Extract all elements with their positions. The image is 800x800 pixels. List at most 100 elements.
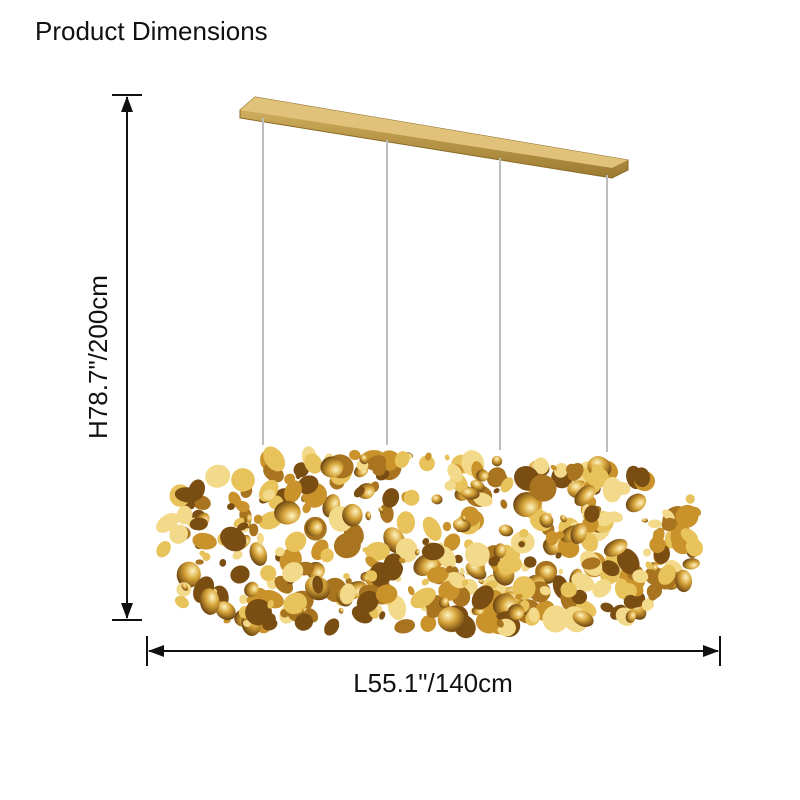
- gold-disc: [375, 584, 398, 604]
- gold-disc: [239, 594, 248, 604]
- gold-disc: [199, 550, 206, 557]
- gold-disc: [220, 526, 247, 552]
- gold-disc: [256, 532, 264, 545]
- gold-disc: [447, 463, 463, 483]
- gold-disc: [156, 540, 171, 558]
- gold-disc: [614, 578, 630, 599]
- gold-disc: [542, 605, 569, 633]
- gold-disc: [682, 558, 700, 570]
- gold-disc: [403, 489, 420, 506]
- gold-disc: [595, 511, 615, 527]
- gold-disc: [581, 557, 601, 570]
- gold-disc: [652, 527, 665, 545]
- gold-disc: [339, 583, 356, 605]
- gold-disc: [658, 564, 676, 585]
- gold-disc: [439, 596, 449, 609]
- gold-disc: [523, 556, 537, 568]
- gold-disc: [493, 488, 500, 494]
- gold-disc: [192, 532, 217, 550]
- gold-disc: [249, 523, 259, 537]
- gold-disc: [519, 528, 529, 538]
- gold-disc: [398, 557, 406, 564]
- gold-disc: [444, 480, 456, 491]
- gold-disc: [312, 575, 324, 594]
- gold-disc: [476, 469, 489, 482]
- gold-disc: [410, 587, 436, 609]
- gold-disc: [365, 541, 390, 561]
- gold-disc: [623, 594, 639, 609]
- gold-disc: [602, 476, 623, 503]
- gold-disc: [419, 455, 435, 472]
- gold-disc: [282, 562, 304, 583]
- gold-disc: [294, 613, 314, 631]
- gold-disc: [420, 615, 437, 632]
- gold-disc: [496, 619, 504, 628]
- gold-disc: [493, 543, 507, 559]
- gold-disc: [565, 463, 578, 476]
- gold-disc: [461, 579, 469, 587]
- gold-disc: [486, 467, 507, 488]
- gold-disc: [513, 492, 539, 518]
- gold-disc: [395, 538, 418, 563]
- gold-disc: [362, 547, 371, 554]
- gold-disc: [176, 505, 193, 525]
- gold-disc: [176, 561, 201, 588]
- gold-disc: [645, 561, 654, 570]
- gold-disc: [320, 548, 334, 563]
- gold-disc: [353, 486, 365, 498]
- gold-disc: [518, 541, 525, 548]
- gold-disc: [242, 620, 251, 628]
- gold-disc: [379, 611, 386, 620]
- gold-disc: [387, 562, 404, 581]
- gold-disc: [617, 548, 640, 575]
- gold-disc: [437, 606, 465, 632]
- gold-disc: [372, 461, 387, 476]
- gold-disc: [465, 542, 490, 567]
- gold-disc: [263, 446, 286, 472]
- gold-disc: [574, 484, 596, 507]
- gold-disc: [675, 504, 699, 528]
- gold-disc: [349, 449, 361, 461]
- gold-disc: [443, 533, 461, 552]
- gold-disc: [460, 487, 480, 500]
- gold-disc: [422, 516, 442, 541]
- gold-disc: [685, 538, 703, 557]
- gold-disc: [304, 453, 323, 474]
- gold-disc: [366, 570, 378, 582]
- gold-disc: [274, 547, 285, 557]
- gold-disc: [601, 560, 620, 577]
- gold-disc: [415, 549, 420, 556]
- gold-disc: [648, 587, 659, 601]
- gold-disc: [245, 514, 252, 525]
- gold-disc: [539, 585, 551, 596]
- gold-disc: [345, 577, 352, 585]
- gold-disc: [343, 573, 350, 580]
- gold-disc: [558, 568, 564, 575]
- gold-disc: [237, 522, 249, 531]
- gold-disc: [500, 477, 514, 493]
- gold-disc: [230, 565, 250, 584]
- gold-disc: [396, 511, 415, 534]
- gold-disc: [169, 524, 189, 544]
- gold-disc: [324, 618, 340, 636]
- gold-disc: [533, 457, 549, 475]
- gold-disc: [342, 503, 363, 527]
- wires: [262, 118, 608, 452]
- gold-disc: [174, 595, 189, 609]
- gold-disc: [181, 583, 189, 591]
- height-label: H78.7"/200cm: [83, 275, 113, 439]
- gold-disc: [155, 512, 180, 533]
- gold-disc: [471, 585, 494, 610]
- gold-disc: [422, 538, 430, 545]
- gold-disc: [685, 494, 695, 504]
- gold-disc: [382, 488, 400, 508]
- gold-disc: [675, 569, 693, 593]
- gold-disc: [475, 611, 500, 634]
- gold-disc: [260, 565, 277, 582]
- gold-disc: [219, 559, 227, 567]
- gold-disc: [189, 517, 208, 531]
- gold-disc: [297, 475, 319, 495]
- gold-disc: [555, 552, 562, 559]
